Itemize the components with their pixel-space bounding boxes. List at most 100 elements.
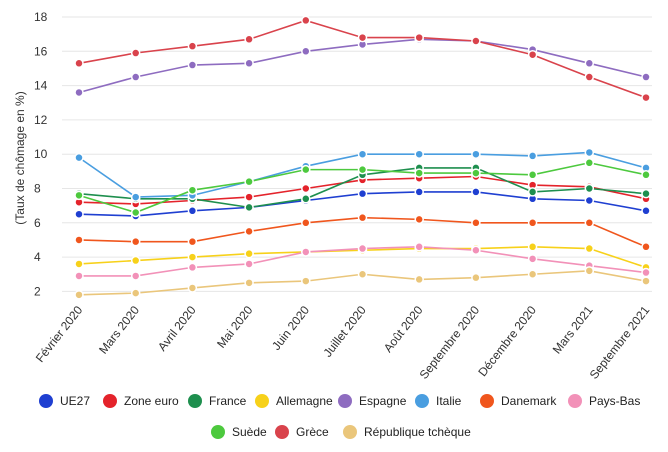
legend-item: Zone euro (103, 394, 179, 408)
legend-label: République tchèque (364, 425, 471, 439)
data-point (357, 243, 368, 254)
legend-item: Grèce (275, 425, 329, 439)
x-tick-label: Mars 2020 (96, 303, 142, 357)
data-point (187, 41, 198, 51)
data-point (357, 269, 368, 279)
legend-label: Espagne (359, 394, 407, 408)
legend-marker (255, 394, 269, 408)
y-tick-label: 18 (34, 10, 48, 24)
data-point (244, 278, 254, 288)
data-point (301, 247, 311, 257)
data-point (74, 271, 84, 281)
data-point (414, 274, 424, 285)
data-point (74, 190, 84, 201)
data-point (584, 58, 595, 69)
data-point (130, 207, 141, 218)
legend-marker (211, 425, 225, 439)
data-point (187, 60, 198, 70)
legend-marker (188, 394, 202, 408)
data-point (641, 72, 651, 82)
data-point (584, 243, 595, 254)
y-tick-label: 10 (34, 147, 48, 161)
data-point (301, 194, 311, 204)
data-point (414, 187, 424, 197)
series-7 (74, 242, 651, 281)
y-axis-label: (Taux de chômage en %) (13, 91, 27, 224)
x-tick-label: Mai 2020 (214, 303, 256, 351)
data-point (74, 87, 84, 98)
series-8 (74, 158, 651, 218)
data-point (244, 226, 254, 237)
y-tick-label: 8 (34, 182, 41, 196)
data-point (641, 276, 651, 286)
series-10 (74, 266, 651, 300)
data-point (584, 183, 595, 194)
x-tick-label: Juillet 2020 (320, 303, 369, 360)
data-point (527, 269, 538, 279)
data-point (244, 259, 254, 269)
legend-item: Espagne (338, 394, 407, 408)
data-point (527, 49, 538, 60)
data-point (641, 188, 651, 199)
data-point (357, 212, 368, 223)
legend-label: Pays-Bas (589, 394, 640, 408)
data-point (414, 214, 424, 225)
data-point (471, 272, 481, 283)
legend-marker (480, 394, 494, 408)
legend-item: République tchèque (343, 425, 471, 439)
series-6 (74, 212, 651, 252)
data-point (414, 242, 424, 252)
data-point (130, 271, 141, 281)
data-point (130, 72, 141, 82)
data-point (584, 72, 595, 82)
legend-item: Danemark (480, 394, 557, 408)
data-point (527, 170, 538, 180)
legend-item: UE27 (39, 394, 90, 408)
series-lines (74, 15, 651, 300)
legend-label: Suède (232, 425, 267, 439)
data-point (471, 245, 481, 255)
data-point (471, 149, 481, 159)
data-point (244, 202, 254, 213)
data-point (130, 288, 141, 298)
data-point (301, 276, 311, 286)
legend: UE27 Zone euro France Allemagne Espagne Itali… (39, 394, 640, 439)
data-point (527, 151, 538, 161)
data-point (527, 187, 538, 197)
legend-marker (103, 394, 117, 408)
legend-label: Grèce (296, 425, 329, 439)
legend-item: Suède (211, 425, 267, 439)
y-tick-label: 4 (34, 250, 41, 264)
y-tick-label: 6 (34, 216, 41, 230)
data-point (584, 266, 595, 276)
x-tick-label: Août 2020 (381, 303, 426, 355)
x-tick-label: Septembre 2021 (587, 303, 653, 382)
data-point (74, 290, 84, 300)
data-point (357, 32, 368, 43)
grid-lines (62, 16, 652, 292)
legend-item: France (188, 394, 247, 408)
legend-marker (275, 425, 289, 439)
data-point (641, 242, 651, 252)
data-point (471, 36, 481, 46)
data-point (357, 149, 368, 159)
data-point (641, 267, 651, 278)
data-point (244, 248, 254, 259)
legend-label: Zone euro (124, 394, 179, 408)
data-point (244, 34, 254, 45)
data-point (641, 92, 651, 103)
data-point (584, 195, 595, 206)
data-point (187, 262, 198, 273)
legend-marker (39, 394, 53, 408)
data-point (244, 58, 254, 69)
legend-marker (338, 394, 352, 408)
data-point (357, 164, 368, 175)
data-point (641, 170, 651, 180)
data-point (74, 209, 84, 219)
x-tick-label: Mars 2021 (550, 303, 596, 357)
x-tick-label: Juin 2020 (269, 303, 312, 353)
data-point (584, 158, 595, 168)
y-tick-label: 12 (34, 113, 48, 127)
series-4 (74, 34, 651, 98)
